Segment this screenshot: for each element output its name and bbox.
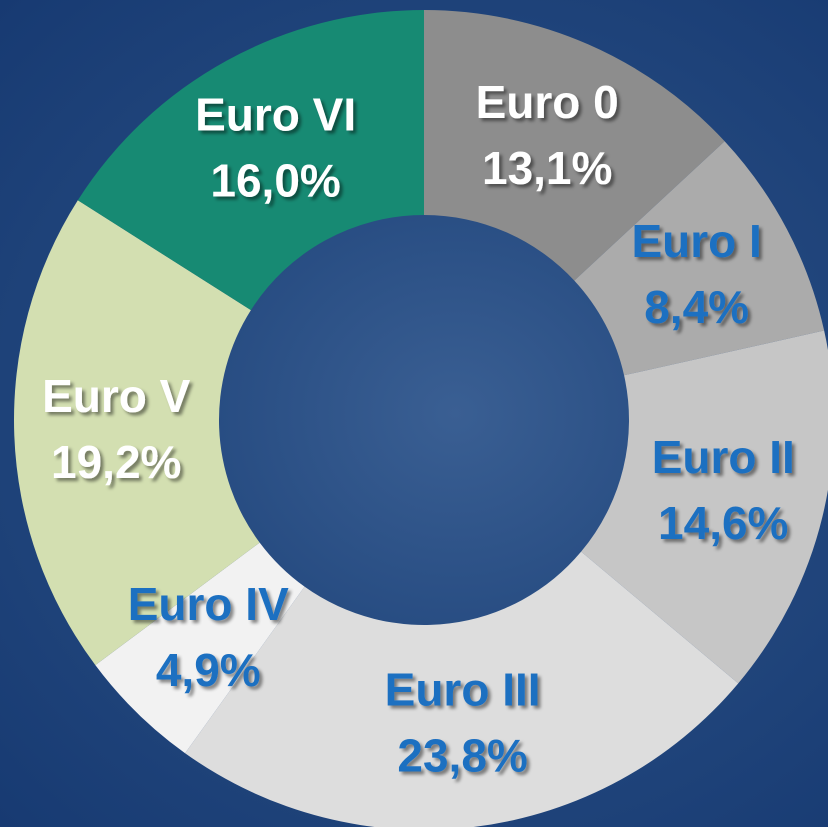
page: Euro 0 13,1% Euro I 8,4% Euro II 14,6% Euro II… bbox=[0, 0, 828, 827]
slice-label: Euro II bbox=[652, 431, 795, 483]
chart: Euro 0 13,1% Euro I 8,4% Euro II 14,6% Euro II… bbox=[0, 0, 828, 827]
slice-label: Euro III bbox=[385, 664, 541, 716]
slice-label: Euro 0 bbox=[476, 76, 619, 128]
slice-label: Euro I bbox=[631, 215, 761, 267]
value-label: 16,0% bbox=[210, 154, 340, 206]
value-label: 13,1% bbox=[482, 142, 612, 194]
slice-label: Euro V bbox=[42, 370, 191, 422]
value-label: 4,9% bbox=[156, 644, 261, 696]
value-label: 23,8% bbox=[397, 730, 527, 782]
value-label: 14,6% bbox=[658, 497, 788, 549]
value-label: 19,2% bbox=[51, 436, 181, 488]
value-label: 8,4% bbox=[644, 281, 749, 333]
slice-label: Euro VI bbox=[195, 88, 356, 140]
slice-label: Euro IV bbox=[128, 578, 289, 630]
